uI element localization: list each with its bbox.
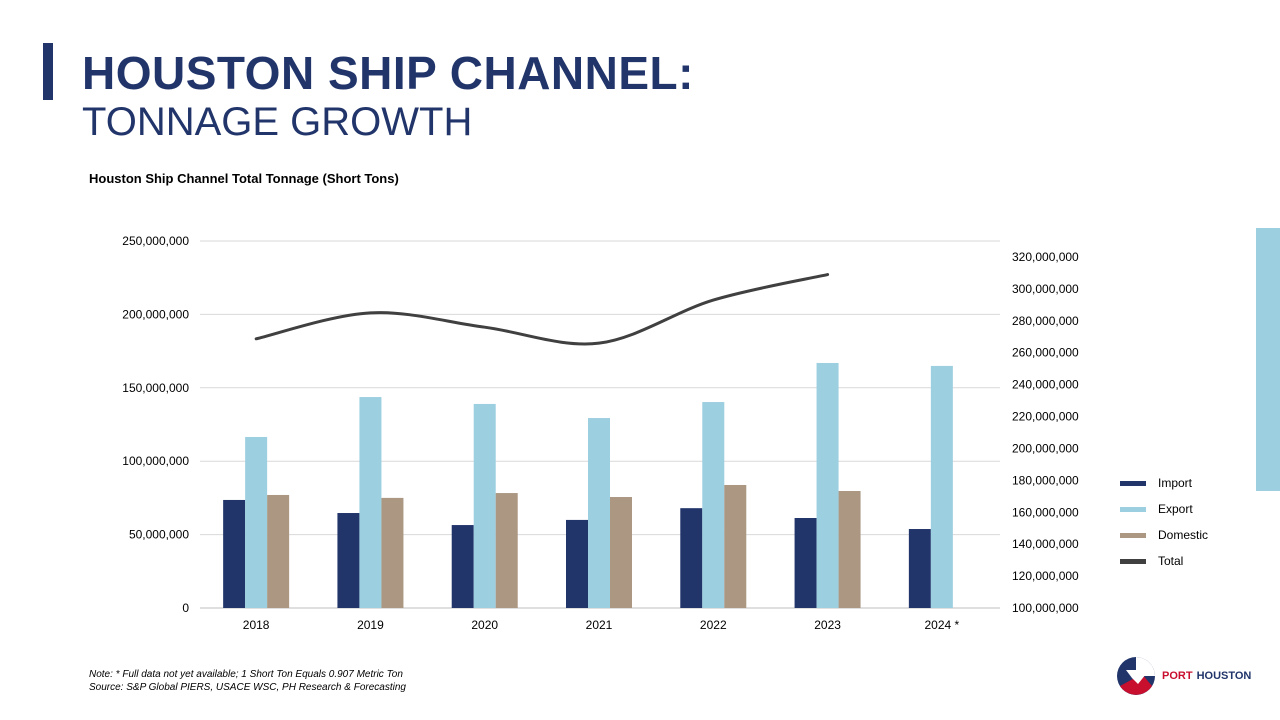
y-right-tick-label: 180,000,000 — [1012, 473, 1079, 487]
source-line: Source: S&P Global PIERS, USACE WSC, PH … — [89, 682, 406, 693]
legend-item-import: Import — [1120, 470, 1208, 496]
legend: Import Export Domestic Total — [1120, 470, 1208, 574]
legend-swatch — [1120, 558, 1146, 564]
bar-domestic — [724, 484, 747, 608]
y-left-tick-label: 50,000,000 — [129, 528, 189, 542]
y-right-tick-label: 320,000,000 — [1012, 250, 1079, 264]
legend-swatch — [1120, 532, 1146, 538]
port-houston-logo: PORT HOUSTON — [1116, 656, 1251, 696]
legend-item-domestic: Domestic — [1120, 522, 1208, 548]
x-tick-label: 2021 — [586, 618, 613, 632]
y-left-tick-label: 150,000,000 — [122, 381, 189, 395]
legend-label: Export — [1158, 502, 1193, 516]
logo-text-houston: HOUSTON — [1196, 670, 1252, 682]
x-tick-label: 2020 — [471, 618, 498, 632]
logo-text-port: PORT — [1162, 670, 1193, 682]
title-accent-bar — [43, 43, 53, 100]
page-title: HOUSTON SHIP CHANNEL: — [82, 47, 694, 99]
x-tick-label: 2018 — [243, 618, 270, 632]
y-right-tick-label: 220,000,000 — [1012, 410, 1079, 424]
y-right-tick-label: 160,000,000 — [1012, 505, 1079, 519]
legend-label: Import — [1158, 476, 1193, 490]
bar-export — [473, 403, 496, 608]
bar-import — [451, 525, 474, 608]
y-right-tick-label: 120,000,000 — [1012, 569, 1079, 583]
y-right-tick-label: 260,000,000 — [1012, 346, 1079, 360]
legend-label: Total — [1158, 554, 1184, 568]
bar-import — [794, 518, 817, 608]
y-left-tick-label: 100,000,000 — [122, 454, 189, 468]
bar-import — [908, 529, 931, 608]
logo-emblem-icon — [1117, 657, 1155, 695]
y-right-tick-label: 280,000,000 — [1012, 314, 1079, 328]
bar-domestic — [381, 497, 404, 608]
bar-export — [588, 418, 610, 608]
x-tick-label: 2019 — [357, 618, 384, 632]
bar-import — [566, 519, 588, 608]
y-left-tick-label: 250,000,000 — [122, 234, 189, 248]
note-line: Note: * Full data not yet available; 1 S… — [89, 669, 403, 680]
bar-export — [930, 365, 953, 608]
legend-item-total: Total — [1120, 548, 1208, 574]
bar-export — [245, 436, 268, 608]
chart-title: Houston Ship Channel Total Tonnage (Shor… — [89, 171, 399, 186]
bar-import — [337, 513, 360, 608]
y-right-tick-label: 200,000,000 — [1012, 441, 1079, 455]
bar-import — [223, 499, 246, 608]
y-left-tick-label: 200,000,000 — [122, 307, 189, 321]
bar-export — [359, 397, 382, 608]
bar-domestic — [267, 494, 290, 608]
x-tick-label: 2022 — [700, 618, 727, 632]
bar-export — [816, 362, 839, 608]
y-right-tick-label: 140,000,000 — [1012, 537, 1079, 551]
y-left-tick-label: 0 — [182, 601, 189, 615]
legend-swatch — [1120, 506, 1146, 512]
y-right-tick-label: 240,000,000 — [1012, 378, 1079, 392]
bar-export — [702, 402, 725, 608]
legend-swatch — [1120, 480, 1146, 486]
side-accent-bar — [1256, 228, 1280, 491]
bar-domestic — [838, 491, 861, 608]
bar-domestic — [610, 497, 632, 608]
x-tick-label: 2024 * — [925, 618, 960, 632]
y-right-tick-label: 100,000,000 — [1012, 601, 1079, 615]
legend-label: Domestic — [1158, 528, 1209, 542]
legend-item-export: Export — [1120, 496, 1208, 522]
x-tick-label: 2023 — [814, 618, 841, 632]
page-subtitle: TONNAGE GROWTH — [82, 100, 473, 144]
y-right-tick-label: 300,000,000 — [1012, 282, 1079, 296]
line-total — [254, 273, 830, 346]
footnote: Note: * Full data not yet available; 1 S… — [89, 668, 406, 694]
bar-domestic — [495, 493, 518, 608]
bar-import — [680, 508, 703, 608]
